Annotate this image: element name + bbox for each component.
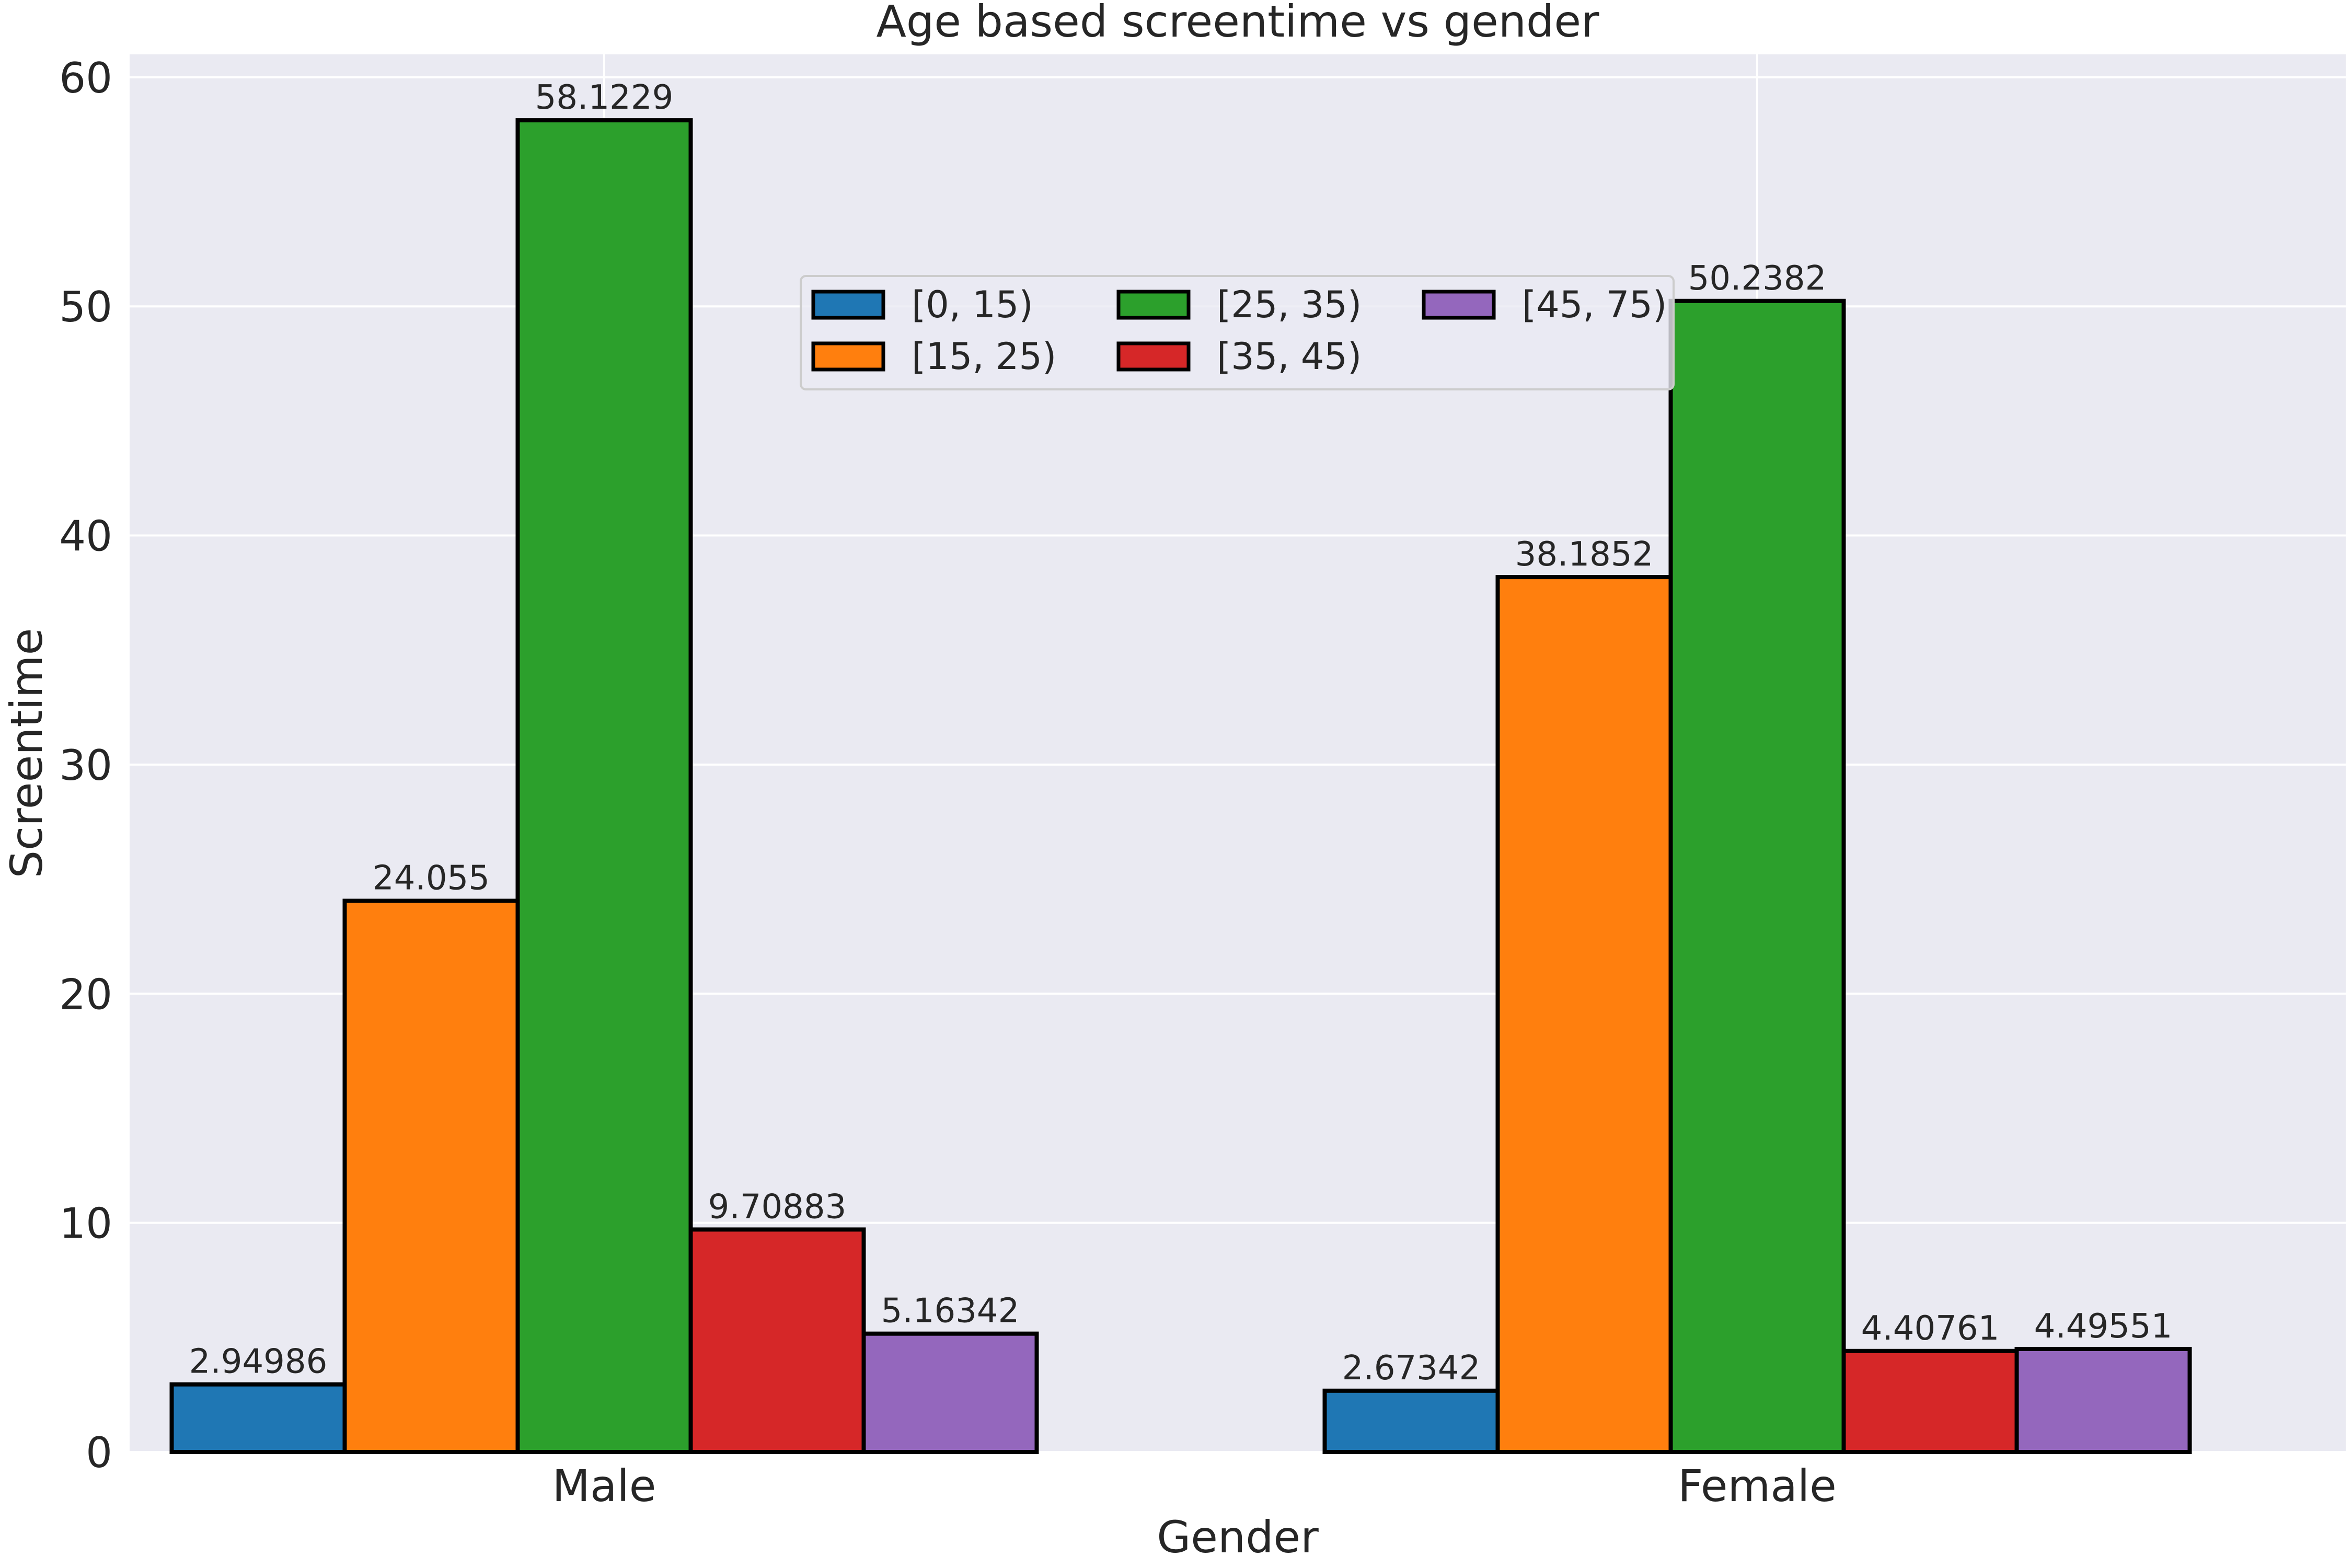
x-tick-label: Female: [1678, 1460, 1837, 1512]
bar-female-series-0: [1322, 1388, 1500, 1455]
legend-swatch: [1116, 341, 1191, 372]
bar-value-label: 9.70883: [708, 1187, 847, 1226]
y-tick-label: 20: [59, 970, 112, 1019]
y-tick-label: 40: [59, 512, 112, 561]
y-tick-label: 30: [59, 741, 112, 790]
legend-label: [35, 45): [1217, 335, 1362, 378]
y-tick-label: 10: [59, 1200, 112, 1248]
bar-value-label: 38.1852: [1515, 535, 1654, 574]
y-tick-label: 0: [86, 1428, 112, 1477]
legend: [0, 15) [15, 25) [25, 35) [35, 45) [45, 75): [800, 275, 1675, 390]
bar-female-series-4: [2014, 1346, 2192, 1455]
bar-value-label: 58.1229: [535, 78, 674, 117]
bar-value-label: 50.2382: [1688, 259, 1827, 298]
y-tick-labels: 0 10 20 30 40 50 60: [59, 54, 112, 1477]
x-axis-label: Gender: [1157, 1512, 1319, 1563]
legend-label: [45, 75): [1522, 283, 1667, 326]
bar-male-series-3: [688, 1227, 866, 1454]
bar-male-series-0: [169, 1382, 347, 1454]
y-tick-label: 60: [59, 54, 112, 102]
bars: [169, 118, 2192, 1455]
bar-value-label: 4.49551: [2034, 1307, 2173, 1346]
bar-male-series-1: [342, 898, 520, 1454]
legend-swatch: [811, 290, 885, 320]
y-tick-label: 50: [59, 283, 112, 331]
legend-swatch: [811, 341, 885, 372]
legend-label: [0, 15): [912, 283, 1033, 326]
legend-swatch: [1116, 290, 1191, 320]
bar-female-series-2: [1668, 298, 1846, 1455]
chart-title: Age based screentime vs gender: [876, 0, 1599, 47]
y-axis-label: Screentime: [1, 628, 52, 879]
bar-male-series-2: [515, 118, 693, 1454]
legend-label: [15, 25): [912, 335, 1056, 378]
bar-male-series-4: [861, 1331, 1039, 1455]
legend-swatch: [1422, 290, 1496, 320]
bar-female-series-1: [1495, 575, 1673, 1454]
bar-value-label: 2.94986: [189, 1343, 328, 1381]
bar-value-label: 5.16342: [881, 1292, 1020, 1331]
bar-value-label: 4.40761: [1861, 1309, 2000, 1348]
x-tick-label: Male: [552, 1460, 656, 1512]
value-labels: 2.94986 2.67342 24.055 38.1852 58.1229 50.238…: [189, 78, 2173, 1388]
x-tick-labels: Male Female: [552, 1460, 1837, 1512]
legend-label: [25, 35): [1217, 283, 1362, 326]
bar-value-label: 24.055: [373, 859, 490, 898]
bar-female-series-3: [1841, 1348, 2019, 1454]
bar-value-label: 2.67342: [1342, 1349, 1481, 1388]
